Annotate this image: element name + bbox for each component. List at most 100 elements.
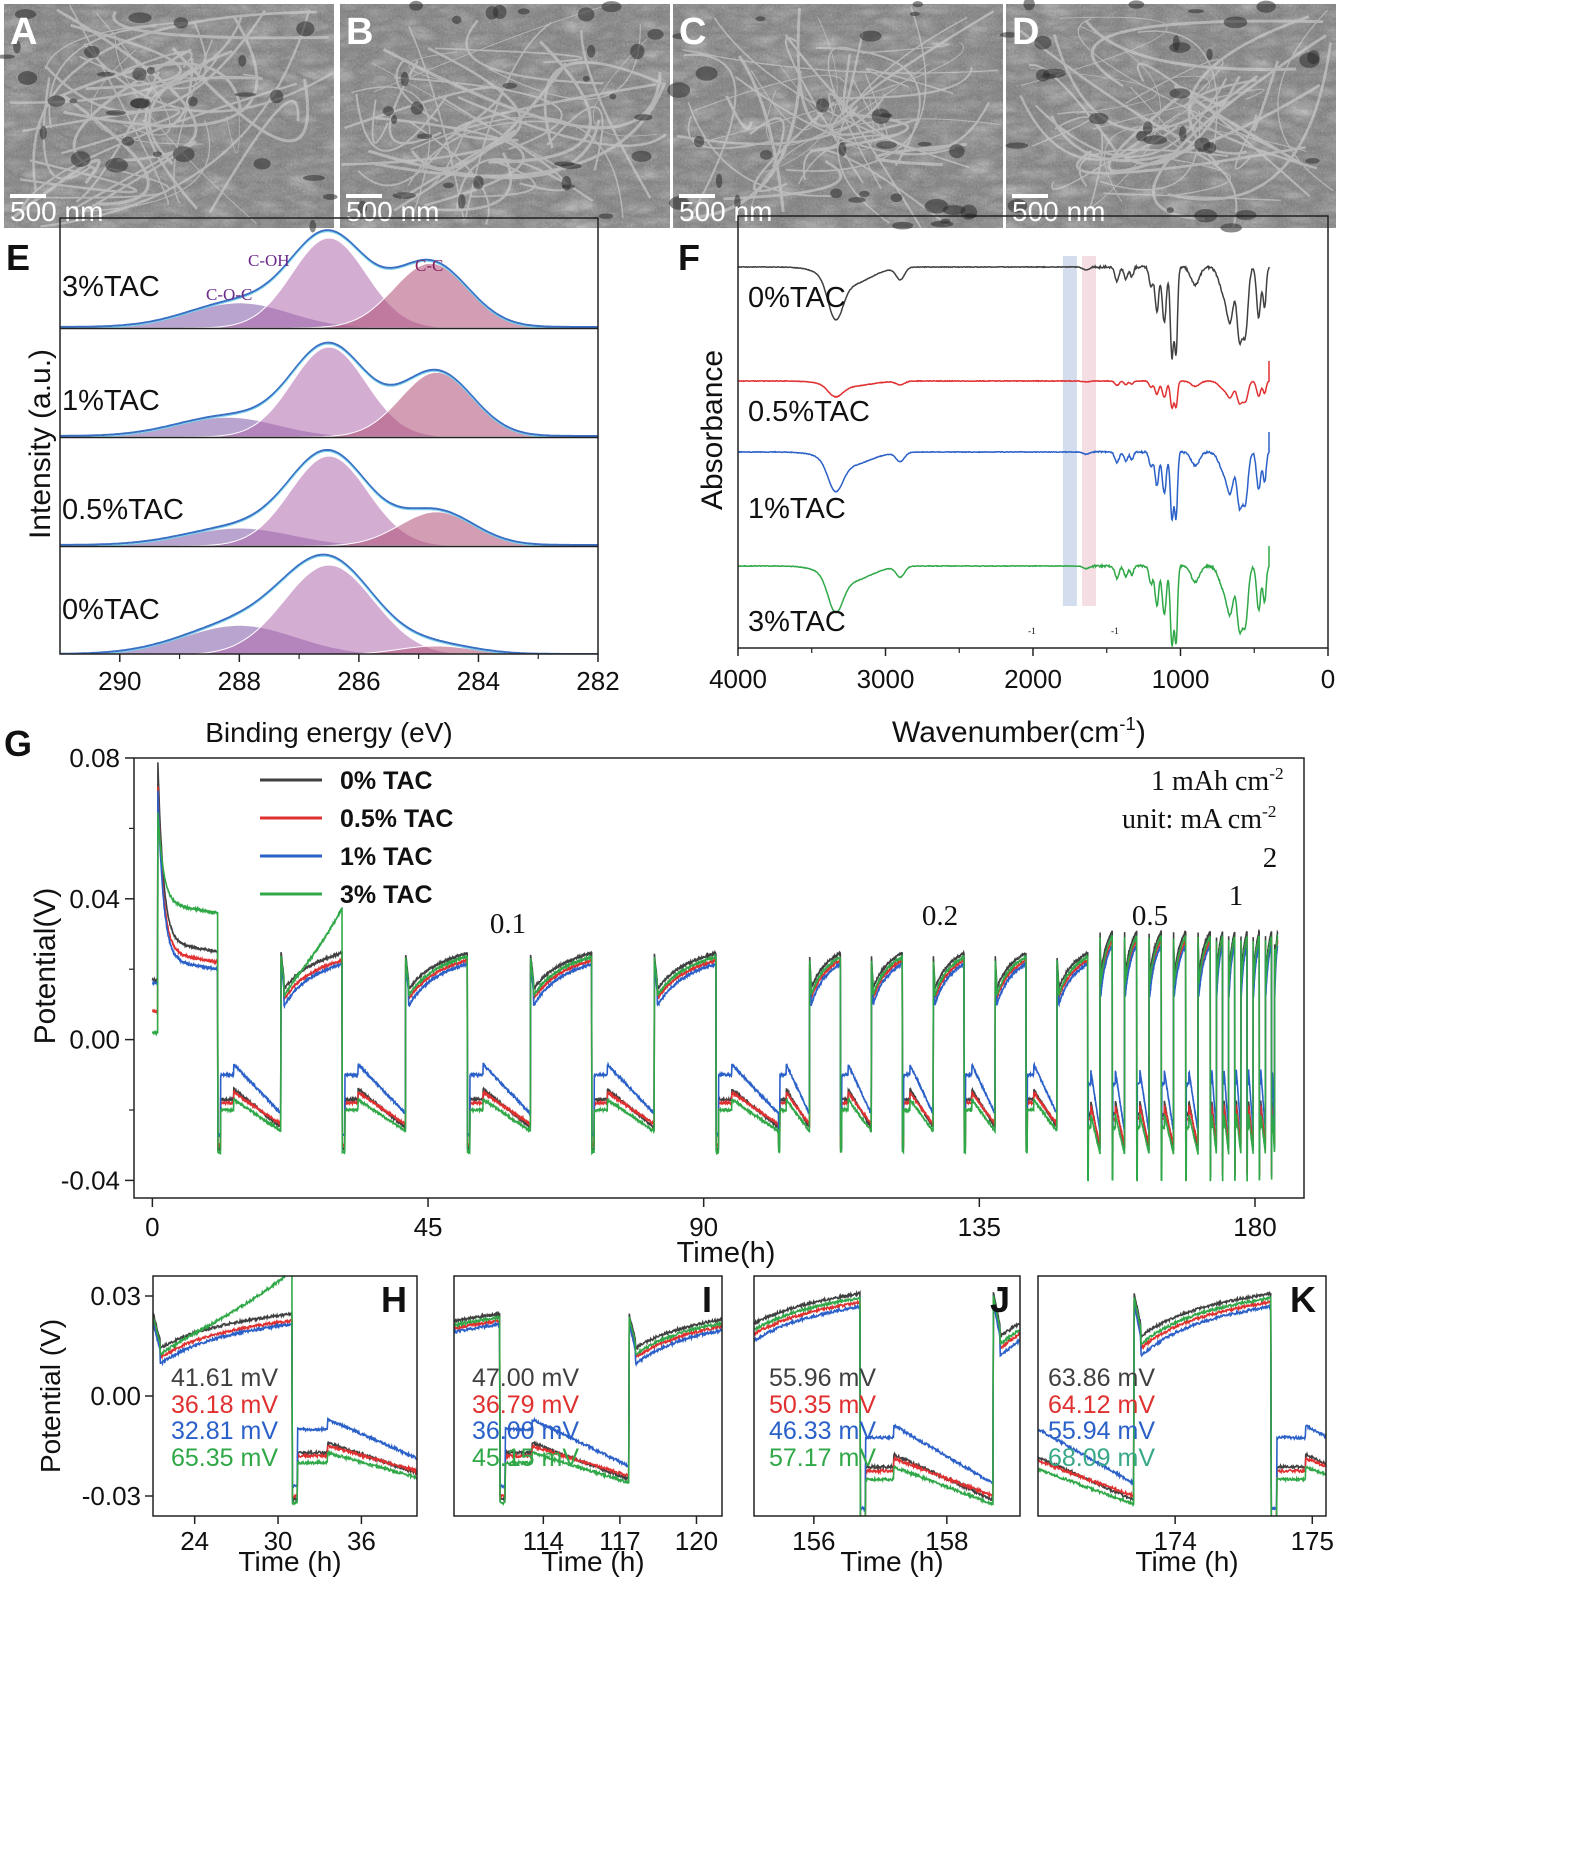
sem-fiber <box>546 106 604 171</box>
overpotential-label: 46.33 mV <box>769 1417 876 1445</box>
panel-letter-e: E <box>6 237 30 278</box>
overpotential-label: 68.09 mV <box>1048 1444 1155 1472</box>
sem-fiber <box>96 12 171 136</box>
zoom-series-line <box>754 1289 1020 1516</box>
zoom-series-line <box>1038 1303 1326 1512</box>
scale-bar-label: 500 nm <box>10 196 103 227</box>
sem-pore <box>1166 207 1174 214</box>
sem-panel-letter: D <box>1012 11 1039 53</box>
overpotential-label: 64.12 mV <box>1048 1391 1155 1419</box>
peak-label-c-oh: C-OH <box>248 251 290 270</box>
unit-annotation-sup: -2 <box>1262 802 1276 821</box>
sem-fiber <box>32 10 317 192</box>
overpotential-label: 36.00 mV <box>472 1417 579 1445</box>
ftir-series-label: 0.5%TAC <box>748 396 870 428</box>
x-axis-label: Binding energy (eV) <box>205 717 452 748</box>
sem-fiber <box>713 17 970 169</box>
sem-fiber <box>83 43 334 113</box>
sem-fiber <box>1054 116 1104 208</box>
ftir-spectrum-line <box>738 546 1270 647</box>
sem-pore <box>1005 142 1029 149</box>
sem-pore <box>47 95 66 107</box>
sem-pore <box>517 8 530 15</box>
sem-fiber <box>1050 84 1321 162</box>
cycling-series-line <box>151 786 1279 1175</box>
scale-bar-label: 500 nm <box>1012 196 1105 227</box>
sem-pore <box>586 44 596 58</box>
sem-fiber <box>372 62 566 171</box>
panel-letter-i: I <box>702 1279 712 1320</box>
sem-fiber <box>435 47 583 64</box>
sem-fiber <box>410 62 568 171</box>
capacity-annotation: 1 mAh cm-2 <box>1151 764 1284 797</box>
x-tick-label: 175 <box>1291 1526 1334 1556</box>
sem-fiber <box>815 46 921 167</box>
sem-fiber <box>708 41 965 141</box>
overpotential-label: 41.61 mV <box>171 1364 278 1392</box>
x-axis-label: Time (h) <box>238 1546 341 1577</box>
sem-pore <box>457 193 466 209</box>
sem-pore <box>609 93 617 100</box>
x-tick-label: 36 <box>347 1526 376 1556</box>
zoom-series-line <box>1038 1299 1326 1516</box>
sem-fiber <box>408 25 465 221</box>
sem-fiber <box>48 24 157 129</box>
current-density-label: 1 <box>1229 880 1244 912</box>
sem-pore <box>1169 88 1191 99</box>
x-tick-label: 286 <box>337 666 380 696</box>
zoom-series-line <box>153 1318 417 1499</box>
sem-fiber <box>830 10 995 136</box>
sem-pore <box>876 141 897 149</box>
sem-fiber <box>72 140 197 214</box>
xps-envelope-line <box>60 229 598 328</box>
sem-fiber <box>371 116 525 207</box>
sem-pore <box>172 146 195 162</box>
sem-pore <box>917 141 932 147</box>
sem-pore <box>416 133 433 140</box>
sem-fiber <box>355 93 449 152</box>
ftir-band-label-sup: -1 <box>1028 627 1036 637</box>
zoom-plot-area <box>153 1276 417 1506</box>
sem-pore <box>695 66 718 81</box>
sem-pore <box>1202 141 1217 154</box>
sem-pore <box>879 113 893 118</box>
sem-pore <box>473 175 484 190</box>
sem-fiber <box>351 86 431 212</box>
sem-pore <box>1206 48 1213 61</box>
overpotential-label: 65.35 mV <box>171 1444 278 1472</box>
sem-pore <box>128 12 152 24</box>
sem-pore <box>443 182 455 189</box>
scale-bar-label: 500 nm <box>679 196 772 227</box>
sem-pore <box>1223 16 1248 29</box>
sem-image-c: C 500 nm <box>667 1 1003 230</box>
sem-fiber <box>176 73 260 80</box>
sem-fiber <box>171 47 310 143</box>
sem-pore <box>949 144 965 159</box>
sem-pore <box>694 135 705 148</box>
sem-pore <box>409 0 423 11</box>
capacity-annotation-sup: -2 <box>1269 764 1283 783</box>
x-tick-label: 1000 <box>1152 664 1210 694</box>
sem-fiber <box>828 93 922 229</box>
sem-fiber <box>22 108 181 155</box>
zoom-series-line <box>454 1320 722 1490</box>
sem-fiber <box>70 23 182 91</box>
sem-fiber <box>1030 67 1157 114</box>
sem-pore <box>390 114 398 125</box>
sem-pore <box>598 213 614 219</box>
sem-fiber <box>488 40 592 164</box>
sem-pore <box>96 71 115 77</box>
x-tick-label: 117 <box>599 1526 640 1556</box>
x-tick-label: 284 <box>457 666 500 696</box>
sem-pore <box>106 110 126 116</box>
sem-pore <box>942 205 966 215</box>
xps-envelope-line <box>60 553 598 654</box>
current-density-label: 0.1 <box>490 908 526 940</box>
x-tick-label: 24 <box>180 1526 209 1556</box>
y-tick-label: -0.03 <box>82 1481 141 1511</box>
sem-fiber <box>753 101 835 193</box>
current-density-label: 2 <box>1263 842 1278 874</box>
y-axis-label: Intensity (a.u.) <box>24 349 57 539</box>
